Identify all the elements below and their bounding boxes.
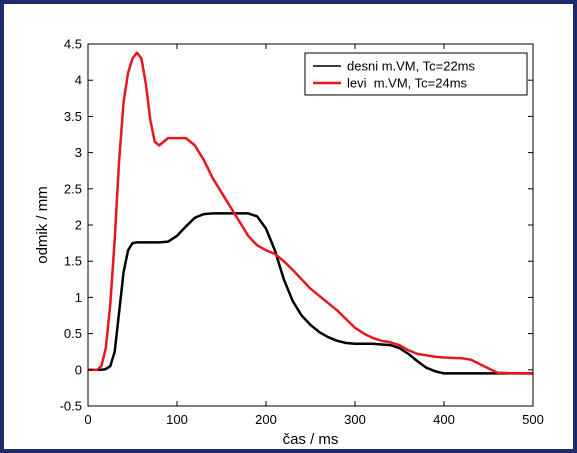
legend-label-2: levi m.VM, Tc=24ms [347,76,468,91]
y-axis-label: odmik / mm [34,186,51,264]
y-tick-label: 3.5 [64,109,82,124]
x-tick-label: 400 [433,412,455,427]
x-tick-label: 200 [255,412,277,427]
x-axis-label: čas / ms [283,431,339,448]
legend-box [304,52,528,96]
series-layer [88,51,533,375]
y-tick-label: 4.5 [64,37,82,52]
x-tick-label: 0 [84,412,91,427]
y-tick-label: 4 [75,73,82,88]
y-tick-label: 2 [75,218,82,233]
x-tick-label: 300 [344,412,366,427]
legend: desni m.VM, Tc=22ms levi m.VM, Tc=24ms [304,52,528,96]
x-tick-label: 100 [166,412,188,427]
y-tick-label: 0.5 [64,326,82,341]
y-tick-label: -0.5 [60,399,82,414]
y-tick-label: 1 [75,290,82,305]
x-tick-label: 500 [522,412,544,427]
y-tick-label: 1.5 [64,254,82,269]
y-tick-label: 2.5 [64,181,82,196]
plot-area [88,44,533,406]
series-line-2 [88,51,533,375]
legend-label-1: desni m.VM, Tc=22ms [347,59,476,74]
y-tick-label: 0 [75,362,82,377]
ticks-layer: 0 100 200 300 400 500-0.500.511.522.533.544.5 [60,37,544,428]
y-tick-label: 3 [75,145,82,160]
series-line-1 [88,212,533,375]
